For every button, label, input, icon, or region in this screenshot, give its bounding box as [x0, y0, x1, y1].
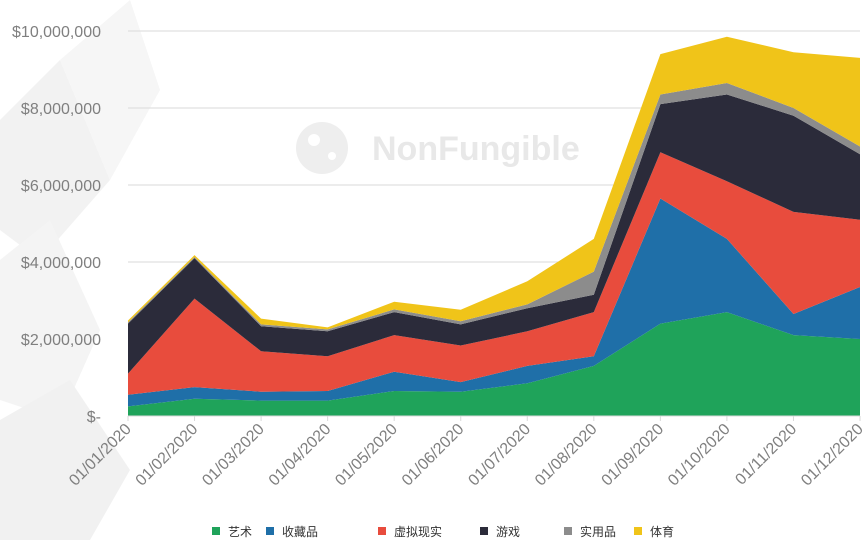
- legend-item-6: 体育: [634, 522, 674, 540]
- y-tick-label: $2,000,000: [21, 332, 101, 349]
- y-tick-label: $-: [87, 409, 101, 426]
- legend-swatch: [212, 527, 220, 535]
- x-tick-label: 01/09/2020: [599, 421, 668, 490]
- x-tick-label: 01/08/2020: [532, 421, 601, 490]
- watermark-text: NonFungible: [372, 130, 580, 168]
- legend-swatch: [634, 527, 642, 535]
- legend-label: 体育: [650, 524, 675, 539]
- x-tick-label: 01/07/2020: [465, 421, 534, 490]
- area-series-4: [128, 94, 860, 374]
- legend-swatch: [378, 527, 386, 535]
- legend-item-1: 艺术: [212, 522, 252, 540]
- legend-label: 收藏品: [282, 524, 319, 539]
- legend: 艺术 收藏品 虚拟现实 游戏 实用品 体育: [0, 522, 868, 540]
- area-series-3: [128, 152, 860, 395]
- x-axis-tick-labels: 01/01/202001/02/202001/03/202001/04/2020…: [66, 416, 867, 489]
- area-series-1: [128, 312, 860, 416]
- y-tick-label: $6,000,000: [21, 178, 101, 195]
- watermark-logo-dot: [308, 134, 320, 146]
- x-tick-label: 01/01/2020: [66, 421, 135, 490]
- x-tick-label: 01/02/2020: [133, 421, 202, 490]
- watermark-logo-dot-small: [328, 152, 336, 160]
- legend-item-4: 游戏: [480, 522, 520, 540]
- legend-swatch: [266, 527, 274, 535]
- area-series-2: [128, 198, 860, 407]
- legend-item-5: 实用品: [564, 522, 616, 540]
- x-tick-label: 01/06/2020: [399, 421, 468, 490]
- x-tick-label: 01/05/2020: [332, 421, 401, 490]
- legend-label: 实用品: [580, 524, 617, 539]
- watermark: NonFungible: [296, 122, 580, 174]
- y-tick-label: $8,000,000: [21, 101, 101, 118]
- x-tick-label: 01/04/2020: [266, 421, 335, 490]
- legend-label: 游戏: [496, 524, 521, 539]
- legend-label: 艺术: [228, 524, 253, 539]
- legend-swatch: [480, 527, 488, 535]
- legend-swatch: [564, 527, 572, 535]
- watermark-logo-icon: [296, 122, 348, 174]
- x-tick-label: 01/10/2020: [665, 421, 734, 490]
- x-tick-label: 01/11/2020: [732, 421, 800, 489]
- x-tick-label: 01/12/2020: [798, 421, 867, 490]
- area-series: [128, 36, 860, 416]
- x-tick-label: 01/03/2020: [199, 421, 268, 490]
- legend-item-3: 虚拟现实: [378, 522, 442, 540]
- y-tick-label: $4,000,000: [21, 255, 101, 272]
- area-series-6: [128, 36, 860, 330]
- legend-label: 虚拟现实: [394, 524, 443, 539]
- area-series-5: [128, 83, 860, 332]
- legend-item-2: 收藏品: [266, 522, 318, 540]
- y-axis-tick-labels: $- $2,000,000 $4,000,000 $6,000,000 $8,000,0…: [12, 24, 101, 426]
- y-tick-label: $10,000,000: [12, 24, 101, 41]
